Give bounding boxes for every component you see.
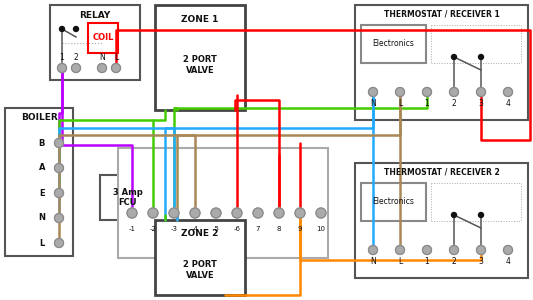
Text: Electronics: Electronics [373,40,415,49]
Circle shape [98,64,107,73]
Text: -4: -4 [191,226,198,232]
Text: COIL: COIL [92,34,114,43]
Text: 4: 4 [506,257,511,266]
Circle shape [295,208,305,218]
Text: L: L [40,238,45,247]
Text: 1: 1 [425,257,430,266]
Bar [118,148,328,258]
Text: N: N [38,214,45,223]
Text: 9: 9 [298,226,302,232]
Circle shape [169,208,179,218]
Text: 2: 2 [74,53,78,62]
Circle shape [54,214,63,223]
Circle shape [54,238,63,247]
Text: 4: 4 [506,100,511,109]
Circle shape [54,164,63,172]
Text: 1: 1 [425,100,430,109]
Text: A: A [38,164,45,172]
Circle shape [477,245,486,254]
Text: B: B [38,139,45,148]
Text: -6: -6 [233,226,240,232]
Circle shape [253,208,263,218]
Circle shape [479,55,483,59]
Text: 1: 1 [60,53,64,62]
Bar [5,108,73,256]
Text: 8: 8 [277,226,281,232]
Circle shape [395,245,405,254]
Text: 7: 7 [256,226,260,232]
Text: 2: 2 [451,100,456,109]
Text: BOILER: BOILER [21,113,58,122]
Text: 2 PORT
VALVE: 2 PORT VALVE [183,55,217,75]
Circle shape [54,139,63,148]
Text: N: N [370,100,376,109]
Circle shape [395,88,405,97]
Circle shape [368,245,377,254]
Text: Electronics: Electronics [373,197,415,206]
Text: L: L [398,257,402,266]
Circle shape [232,208,242,218]
Circle shape [58,64,67,73]
Circle shape [127,208,137,218]
Circle shape [111,64,120,73]
Bar [50,5,140,80]
Circle shape [274,208,284,218]
Text: E: E [39,188,45,197]
Text: -1: -1 [128,226,135,232]
Text: THERMOSTAT / RECEIVER 1: THERMOSTAT / RECEIVER 1 [384,10,499,19]
Bar [355,5,528,120]
Circle shape [71,64,80,73]
Circle shape [190,208,200,218]
Bar [155,5,245,110]
Text: -5: -5 [213,226,220,232]
Text: 3 Amp
FCU: 3 Amp FCU [112,188,142,207]
Circle shape [479,212,483,217]
Bar [361,25,426,63]
Text: ZONE 2: ZONE 2 [181,230,219,238]
Circle shape [477,88,486,97]
Text: 2 PORT
VALVE: 2 PORT VALVE [183,260,217,280]
Text: 10: 10 [317,226,326,232]
Text: L: L [398,100,402,109]
Circle shape [74,26,78,32]
Text: L: L [114,53,118,62]
Circle shape [423,245,432,254]
Bar [100,175,155,220]
Circle shape [211,208,221,218]
Circle shape [148,208,158,218]
Text: THERMOSTAT / RECEIVER 2: THERMOSTAT / RECEIVER 2 [384,167,499,176]
Text: 2: 2 [451,257,456,266]
Text: 3: 3 [479,100,483,109]
Text: N: N [370,257,376,266]
Text: RELAY: RELAY [79,11,111,20]
Circle shape [451,212,456,217]
Bar [155,220,245,295]
Circle shape [423,88,432,97]
Text: -2: -2 [150,226,157,232]
Text: ZONE 1: ZONE 1 [181,14,219,23]
Bar [355,163,528,278]
Circle shape [368,88,377,97]
Circle shape [504,88,513,97]
Text: N: N [99,53,105,62]
Text: 3: 3 [479,257,483,266]
Circle shape [54,188,63,197]
Circle shape [449,88,458,97]
Circle shape [60,26,64,32]
Circle shape [504,245,513,254]
Bar [88,23,118,53]
Circle shape [449,245,458,254]
Circle shape [451,55,456,59]
Circle shape [316,208,326,218]
Bar [361,183,426,221]
Text: -3: -3 [171,226,177,232]
